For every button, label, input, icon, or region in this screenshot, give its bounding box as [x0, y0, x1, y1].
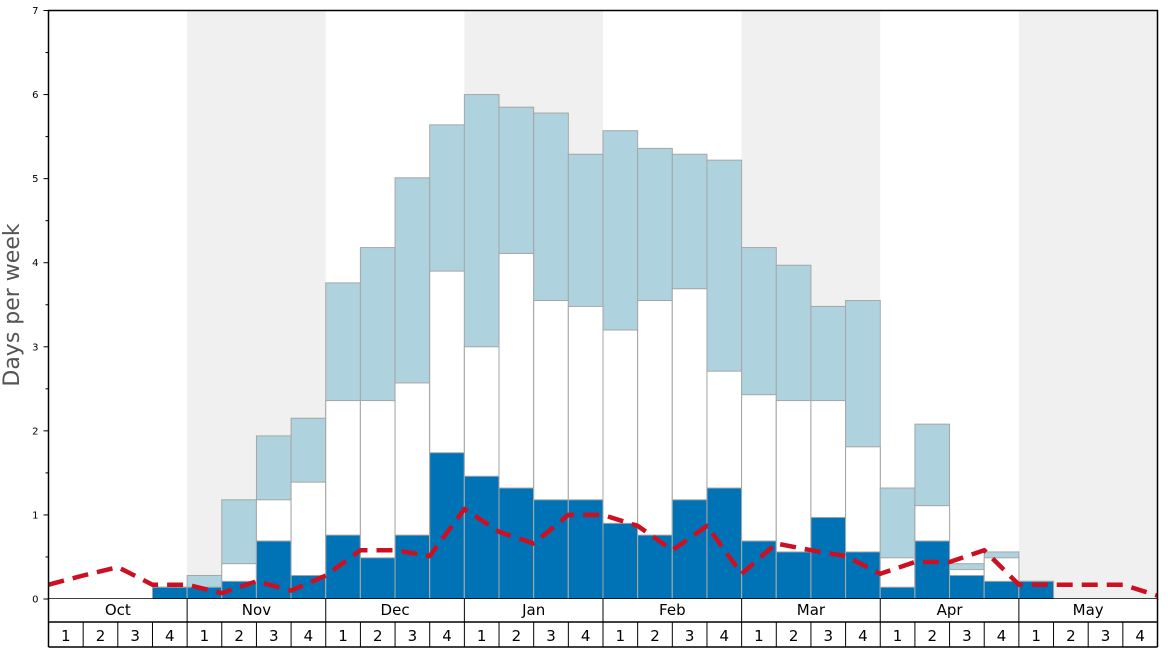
week-label: 3	[823, 627, 833, 645]
y-tick-label: 7	[32, 6, 38, 17]
week-label: 4	[304, 627, 314, 645]
month-label-feb: Feb	[659, 601, 686, 619]
bar-bottom-band	[706, 487, 743, 600]
week-label: 3	[269, 627, 279, 645]
y-tick-label: 0	[32, 595, 38, 606]
bar-bottom-band	[671, 499, 708, 600]
week-label: 2	[96, 627, 106, 645]
week-label: 4	[1135, 627, 1145, 645]
y-tick-label: 2	[32, 426, 38, 437]
bar-bottom-band	[533, 499, 569, 600]
bar-bottom-band	[949, 574, 985, 600]
bar-bottom-band	[983, 580, 1020, 600]
week-label: 3	[962, 627, 972, 645]
bar-bottom-band	[463, 475, 500, 600]
average-line	[47, 506, 1159, 598]
x-axis: Oct 1 2 3 4 Nov 1 2 3 4 Dec 1 2 3 4 Jan 1 2 3 4 Feb 1 2 3 4 Mar 1 2…	[47, 599, 1159, 648]
week-label: 1	[200, 627, 210, 645]
month-label-apr: Apr	[937, 601, 964, 619]
y-tick-label: 3	[32, 342, 38, 353]
bar-bottom-band	[602, 522, 639, 600]
bar-bottom-band	[394, 534, 431, 600]
week-label: 3	[685, 627, 695, 645]
y-tick-label: 4	[32, 258, 38, 269]
week-label: 1	[1031, 627, 1041, 645]
y-axis-label: Days per week	[0, 223, 25, 386]
bar-bottom-band	[325, 534, 361, 600]
bar-bottom-band	[151, 586, 188, 600]
week-label: 3	[1101, 627, 1111, 645]
week-label: 1	[338, 627, 348, 645]
bar-bottom-band	[879, 586, 916, 600]
week-label: 2	[234, 627, 244, 645]
week-label: 4	[997, 627, 1007, 645]
week-label: 2	[373, 627, 383, 645]
week-label: 2	[789, 627, 799, 645]
week-label: 4	[720, 627, 730, 645]
month-column-may	[1018, 10, 1158, 599]
week-label: 2	[512, 627, 522, 645]
week-label: 3	[546, 627, 556, 645]
month-label-dec: Dec	[381, 601, 410, 619]
bar-bottom-band	[775, 551, 812, 600]
y-tick-label: 6	[32, 90, 38, 101]
bar-bottom-band	[914, 540, 951, 600]
week-label: 4	[581, 627, 591, 645]
month-label-jan: Jan	[521, 601, 545, 619]
y-tick-label: 5	[32, 174, 38, 185]
y-axis: 0 1 2 3 4 5 6 7	[32, 6, 49, 606]
week-label: 4	[442, 627, 452, 645]
week-label: 1	[754, 627, 764, 645]
bar-bottom-band	[359, 557, 396, 600]
week-label: 3	[130, 627, 140, 645]
week-label: 1	[616, 627, 626, 645]
week-label: 3	[408, 627, 418, 645]
week-label: 4	[165, 627, 175, 645]
week-label: 1	[477, 627, 487, 645]
week-label: 2	[650, 627, 660, 645]
month-label-mar: Mar	[797, 601, 826, 619]
bar-bottom-band	[845, 551, 881, 600]
month-label-oct: Oct	[105, 601, 131, 619]
month-label-nov: Nov	[242, 601, 271, 619]
y-tick-label: 1	[32, 510, 38, 521]
week-label: 1	[893, 627, 903, 645]
week-label: 4	[858, 627, 868, 645]
week-label: 1	[61, 627, 71, 645]
bar-bottom-band	[255, 540, 292, 600]
bar-bottom-band	[637, 534, 673, 600]
bar-bottom-band	[429, 452, 465, 600]
weekly-bars	[151, 94, 1055, 600]
month-label-may: May	[1073, 601, 1104, 619]
bar-bottom-band	[810, 516, 847, 600]
average-days-line	[47, 506, 1159, 598]
week-label: 2	[1066, 627, 1076, 645]
week-label: 2	[927, 627, 937, 645]
